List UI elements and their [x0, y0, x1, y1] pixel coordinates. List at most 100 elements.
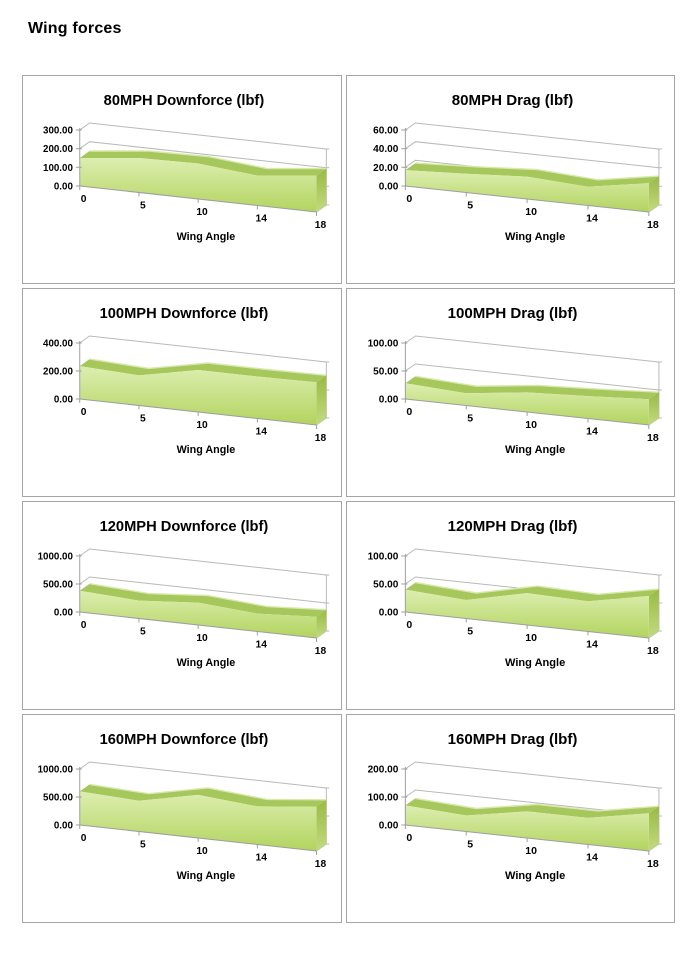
chart-title: 80MPH Drag (lbf)	[452, 92, 573, 109]
x-axis: 0 5 10 14 18 Wing Angle	[79, 611, 327, 669]
y-tick-label: 100.00	[368, 552, 399, 563]
y-axis: 0.00 100.00 200.00 300.00	[43, 125, 82, 193]
x-axis-title: Wing Angle	[505, 231, 565, 243]
x-tick-label: 10	[196, 420, 208, 431]
x-tick-label: 18	[315, 859, 327, 870]
chart-svg: 0.00 500.00 1000.00 0 5 10 14 18 Wing Angle 120MP…	[38, 519, 330, 669]
area-series	[405, 375, 659, 425]
y-axis: 0.00 500.00 1000.00	[38, 764, 82, 832]
x-tick-label: 14	[586, 213, 598, 225]
y-axis: 0.00 50.00 100.00	[368, 339, 408, 406]
x-axis-title: Wing Angle	[505, 657, 565, 669]
x-tick-label: 14	[256, 426, 268, 437]
x-tick-label: 5	[467, 839, 473, 851]
x-tick-label: 5	[140, 626, 146, 637]
y-tick-label: 100.00	[368, 339, 399, 350]
x-tick-label: 14	[586, 639, 598, 651]
charts-grid: 0.00 100.00 200.00 300.00 0 5 10 14 18 Wing Angle…	[22, 75, 675, 923]
x-axis-title: Wing Angle	[505, 444, 565, 456]
area-series	[405, 797, 659, 851]
x-tick-label: 5	[140, 200, 146, 211]
x-tick-label: 0	[406, 193, 412, 205]
y-tick-label: 50.00	[373, 580, 399, 591]
x-tick-label: 0	[406, 619, 412, 631]
x-tick-label: 5	[140, 839, 146, 850]
area-series	[79, 358, 327, 425]
x-tick-label: 18	[315, 646, 327, 657]
y-tick-label: 500.00	[43, 792, 73, 803]
y-tick-label: 1000.00	[38, 764, 74, 775]
x-tick-label: 0	[406, 832, 412, 844]
x-tick-label: 10	[525, 206, 537, 218]
x-axis-title: Wing Angle	[505, 870, 565, 882]
y-tick-label: 200.00	[43, 144, 73, 155]
y-tick-label: 0.00	[379, 395, 399, 406]
area-series	[79, 583, 327, 638]
x-tick-label: 14	[586, 852, 598, 864]
chart-svg: 0.00 100.00 200.00 0 5 10 14 18 Wing Angle 160MPH…	[368, 731, 662, 882]
chart-title: 120MPH Drag (lbf)	[448, 518, 578, 535]
chart-cell-100mph-downforce: 0.00 200.00 400.00 0 5 10 14 18 Wing Angle 100MPH…	[22, 288, 342, 497]
x-tick-label: 0	[81, 194, 87, 205]
x-axis: 0 5 10 14 18 Wing Angle	[404, 398, 659, 456]
area-series	[79, 783, 327, 851]
y-tick-label: 500.00	[43, 579, 73, 590]
x-axis: 0 5 10 14 18 Wing Angle	[79, 398, 327, 456]
x-tick-label: 18	[647, 645, 659, 657]
y-tick-label: 0.00	[54, 181, 74, 192]
y-tick-label: 300.00	[43, 125, 73, 136]
chart-cell-80mph-drag: 0.00 20.00 40.00 60.00 0 5 10 14 18 Wing Angle 80M…	[346, 75, 675, 284]
x-tick-label: 10	[525, 632, 537, 644]
x-axis-title: Wing Angle	[177, 870, 236, 882]
area-series	[405, 162, 659, 212]
y-axis: 0.00 200.00 400.00	[43, 338, 82, 406]
x-tick-label: 0	[81, 620, 87, 631]
y-tick-label: 100.00	[43, 163, 73, 174]
chart-title: 100MPH Downforce (lbf)	[100, 306, 269, 322]
x-axis-title: Wing Angle	[177, 231, 236, 243]
chart-title: 160MPH Downforce (lbf)	[100, 732, 269, 748]
y-tick-label: 0.00	[379, 608, 399, 619]
x-tick-label: 5	[467, 200, 473, 212]
y-axis: 0.00 500.00 1000.00	[38, 551, 82, 619]
x-tick-label: 5	[467, 413, 473, 425]
x-tick-label: 10	[196, 633, 208, 644]
x-tick-label: 0	[81, 833, 87, 844]
x-tick-label: 18	[647, 858, 659, 870]
x-tick-label: 5	[467, 626, 473, 638]
x-tick-label: 14	[586, 426, 598, 438]
chart-cell-160mph-downforce: 0.00 500.00 1000.00 0 5 10 14 18 Wing Angle 160MP…	[22, 714, 342, 923]
x-axis: 0 5 10 14 18 Wing Angle	[79, 824, 327, 882]
chart-cell-120mph-downforce: 0.00 500.00 1000.00 0 5 10 14 18 Wing Angle 120MP…	[22, 501, 342, 710]
x-tick-label: 0	[81, 407, 87, 418]
y-tick-label: 1000.00	[38, 551, 74, 562]
x-tick-label: 5	[140, 413, 146, 424]
chart-title: 160MPH Drag (lbf)	[448, 731, 578, 748]
y-tick-label: 0.00	[54, 394, 74, 405]
chart-svg: 0.00 50.00 100.00 0 5 10 14 18 Wing Angle 120MPH …	[368, 518, 662, 669]
y-tick-label: 50.00	[373, 367, 399, 378]
y-tick-label: 0.00	[379, 182, 399, 193]
y-axis: 0.00 50.00 100.00	[368, 552, 408, 619]
y-tick-label: 60.00	[373, 126, 399, 137]
x-tick-label: 18	[647, 219, 659, 231]
y-tick-label: 0.00	[379, 821, 399, 832]
y-tick-label: 20.00	[373, 163, 399, 174]
area-series	[79, 150, 327, 212]
chart-svg: 0.00 200.00 400.00 0 5 10 14 18 Wing Angle 100MPH…	[43, 306, 330, 456]
x-axis: 0 5 10 14 18 Wing Angle	[404, 611, 659, 669]
y-tick-label: 0.00	[54, 607, 74, 618]
x-tick-label: 18	[315, 433, 327, 444]
x-tick-label: 14	[256, 639, 268, 650]
x-axis: 0 5 10 14 18 Wing Angle	[404, 824, 659, 882]
x-tick-label: 10	[196, 846, 208, 857]
chart-title: 80MPH Downforce (lbf)	[104, 93, 265, 109]
chart-svg: 0.00 500.00 1000.00 0 5 10 14 18 Wing Angle 160MP…	[38, 732, 330, 882]
chart-cell-160mph-drag: 0.00 100.00 200.00 0 5 10 14 18 Wing Angle 160MPH…	[346, 714, 675, 923]
chart-svg: 0.00 20.00 40.00 60.00 0 5 10 14 18 Wing Angle 80M…	[373, 92, 662, 243]
page-title: Wing forces	[28, 20, 122, 37]
y-axis: 0.00 100.00 200.00	[368, 765, 408, 832]
gridlines	[405, 335, 662, 426]
chart-title: 120MPH Downforce (lbf)	[100, 519, 269, 535]
